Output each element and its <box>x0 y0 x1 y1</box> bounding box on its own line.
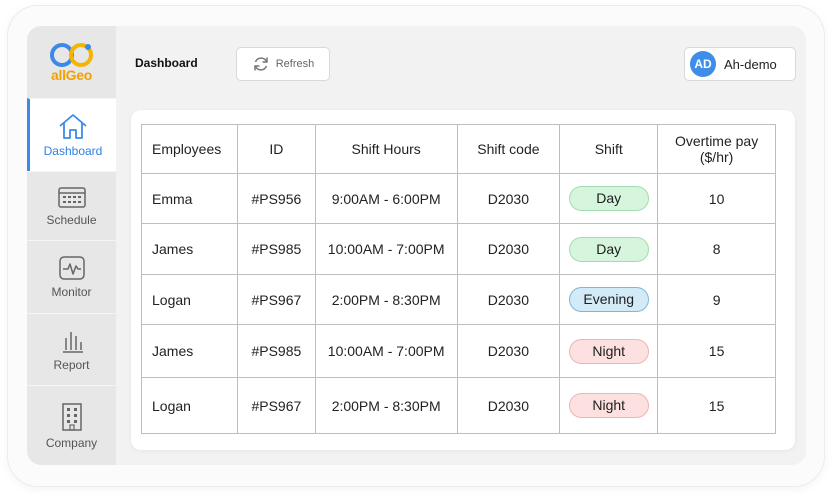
cell-shift: Night <box>559 377 659 434</box>
shifts-card: Employees ID Shift Hours Shift code Shif… <box>131 110 795 450</box>
cell-shift-hours: 10:00AM - 7:00PM <box>314 324 458 378</box>
cell-shift: Day <box>559 223 659 275</box>
cell-employee: James <box>141 223 238 275</box>
cell-shift-hours: 9:00AM - 6:00PM <box>314 173 458 224</box>
bar-chart-icon <box>62 331 83 353</box>
column-header-id[interactable]: ID <box>236 124 316 174</box>
table-row[interactable]: Logan #PS967 2:00PM - 8:30PM D2030 Night… <box>141 377 776 434</box>
cell-employee: James <box>141 324 238 378</box>
sidebar-item-label: Monitor <box>51 285 92 299</box>
sidebar-item-report[interactable]: Report <box>27 313 116 385</box>
cell-employee: Logan <box>141 274 238 325</box>
sidebar-item-label: Company <box>45 435 98 450</box>
home-icon <box>59 114 87 139</box>
cell-shift-code: D2030 <box>456 223 561 275</box>
cell-shift-code: D2030 <box>456 274 561 325</box>
column-header-overtime-pay[interactable]: Overtime pay ($/hr) <box>657 124 776 174</box>
sidebar-item-monitor[interactable]: Monitor <box>27 240 116 313</box>
shift-badge: Day <box>568 236 649 262</box>
cell-id: #PS985 <box>236 324 316 378</box>
user-name: Ah-demo <box>724 56 777 72</box>
cell-overtime: 15 <box>657 377 776 434</box>
column-header-overtime-line1: Overtime pay <box>674 133 759 149</box>
cell-id: #PS956 <box>236 173 316 224</box>
cell-shift: Evening <box>559 274 659 325</box>
cell-id: #PS967 <box>236 377 316 434</box>
shift-badge: Day <box>568 186 649 211</box>
column-header-shift-hours[interactable]: Shift Hours <box>314 124 458 174</box>
cell-shift-code: D2030 <box>456 324 561 378</box>
table-header-row: Employees ID Shift Hours Shift code Shif… <box>141 124 776 174</box>
refresh-label: Refresh <box>275 58 315 70</box>
cell-id: #PS967 <box>236 274 316 325</box>
cell-id: #PS985 <box>236 223 316 275</box>
cell-overtime: 15 <box>657 324 776 378</box>
sidebar-item-label: Report <box>53 357 90 372</box>
building-icon <box>61 402 82 431</box>
cell-overtime: 8 <box>657 223 776 275</box>
avatar: AD <box>690 51 716 77</box>
column-header-shift-code[interactable]: Shift code <box>456 124 561 174</box>
cell-shift-hours: 10:00AM - 7:00PM <box>314 223 458 275</box>
cell-shift-code: D2030 <box>456 173 561 224</box>
user-menu-button[interactable]: AD Ah-demo <box>684 47 796 81</box>
cell-shift-code: D2030 <box>456 377 561 434</box>
cell-shift-hours: 2:00PM - 8:30PM <box>314 274 458 325</box>
sidebar-item-label: Schedule <box>46 213 97 227</box>
sidebar-item-schedule[interactable]: Schedule <box>27 171 116 240</box>
logo-rings-icon <box>49 43 93 67</box>
app-window: allGeo Dashboard Schedule <box>27 26 806 465</box>
table-row[interactable]: Emma #PS956 9:00AM - 6:00PM D2030 Day 10 <box>141 173 776 224</box>
shift-badge: Night <box>568 393 649 418</box>
refresh-button[interactable]: Refresh <box>236 47 330 81</box>
cell-overtime: 10 <box>657 173 776 224</box>
sidebar-item-label: Dashboard <box>43 144 103 158</box>
shift-table: Employees ID Shift Hours Shift code Shif… <box>141 124 776 434</box>
cell-shift: Day <box>559 173 659 224</box>
cell-shift: Night <box>559 324 659 378</box>
sidebar-item-dashboard[interactable]: Dashboard <box>27 98 116 171</box>
shift-badge: Night <box>568 338 649 364</box>
pulse-monitor-icon <box>58 256 85 280</box>
cell-overtime: 9 <box>657 274 776 325</box>
table-row[interactable]: Logan #PS967 2:00PM - 8:30PM D2030 Eveni… <box>141 274 776 325</box>
table-row[interactable]: James #PS985 10:00AM - 7:00PM D2030 Nigh… <box>141 324 776 378</box>
column-header-overtime-line2: ($/hr) <box>699 149 734 165</box>
cell-shift-hours: 2:00PM - 8:30PM <box>314 377 458 434</box>
refresh-icon <box>253 57 268 71</box>
brand-logo[interactable]: allGeo <box>27 26 116 98</box>
column-header-shift[interactable]: Shift <box>559 124 659 174</box>
calendar-icon <box>57 187 86 208</box>
cell-employee: Emma <box>141 173 238 224</box>
table-row[interactable]: James #PS985 10:00AM - 7:00PM D2030 Day … <box>141 223 776 275</box>
sidebar: allGeo Dashboard Schedule <box>27 26 116 465</box>
logo-text: allGeo <box>51 67 92 83</box>
page-title: Dashboard <box>135 56 198 70</box>
column-header-employees[interactable]: Employees <box>141 124 238 174</box>
shift-badge: Evening <box>568 287 649 312</box>
sidebar-item-company[interactable]: Company <box>27 385 116 465</box>
cell-employee: Logan <box>141 377 238 434</box>
